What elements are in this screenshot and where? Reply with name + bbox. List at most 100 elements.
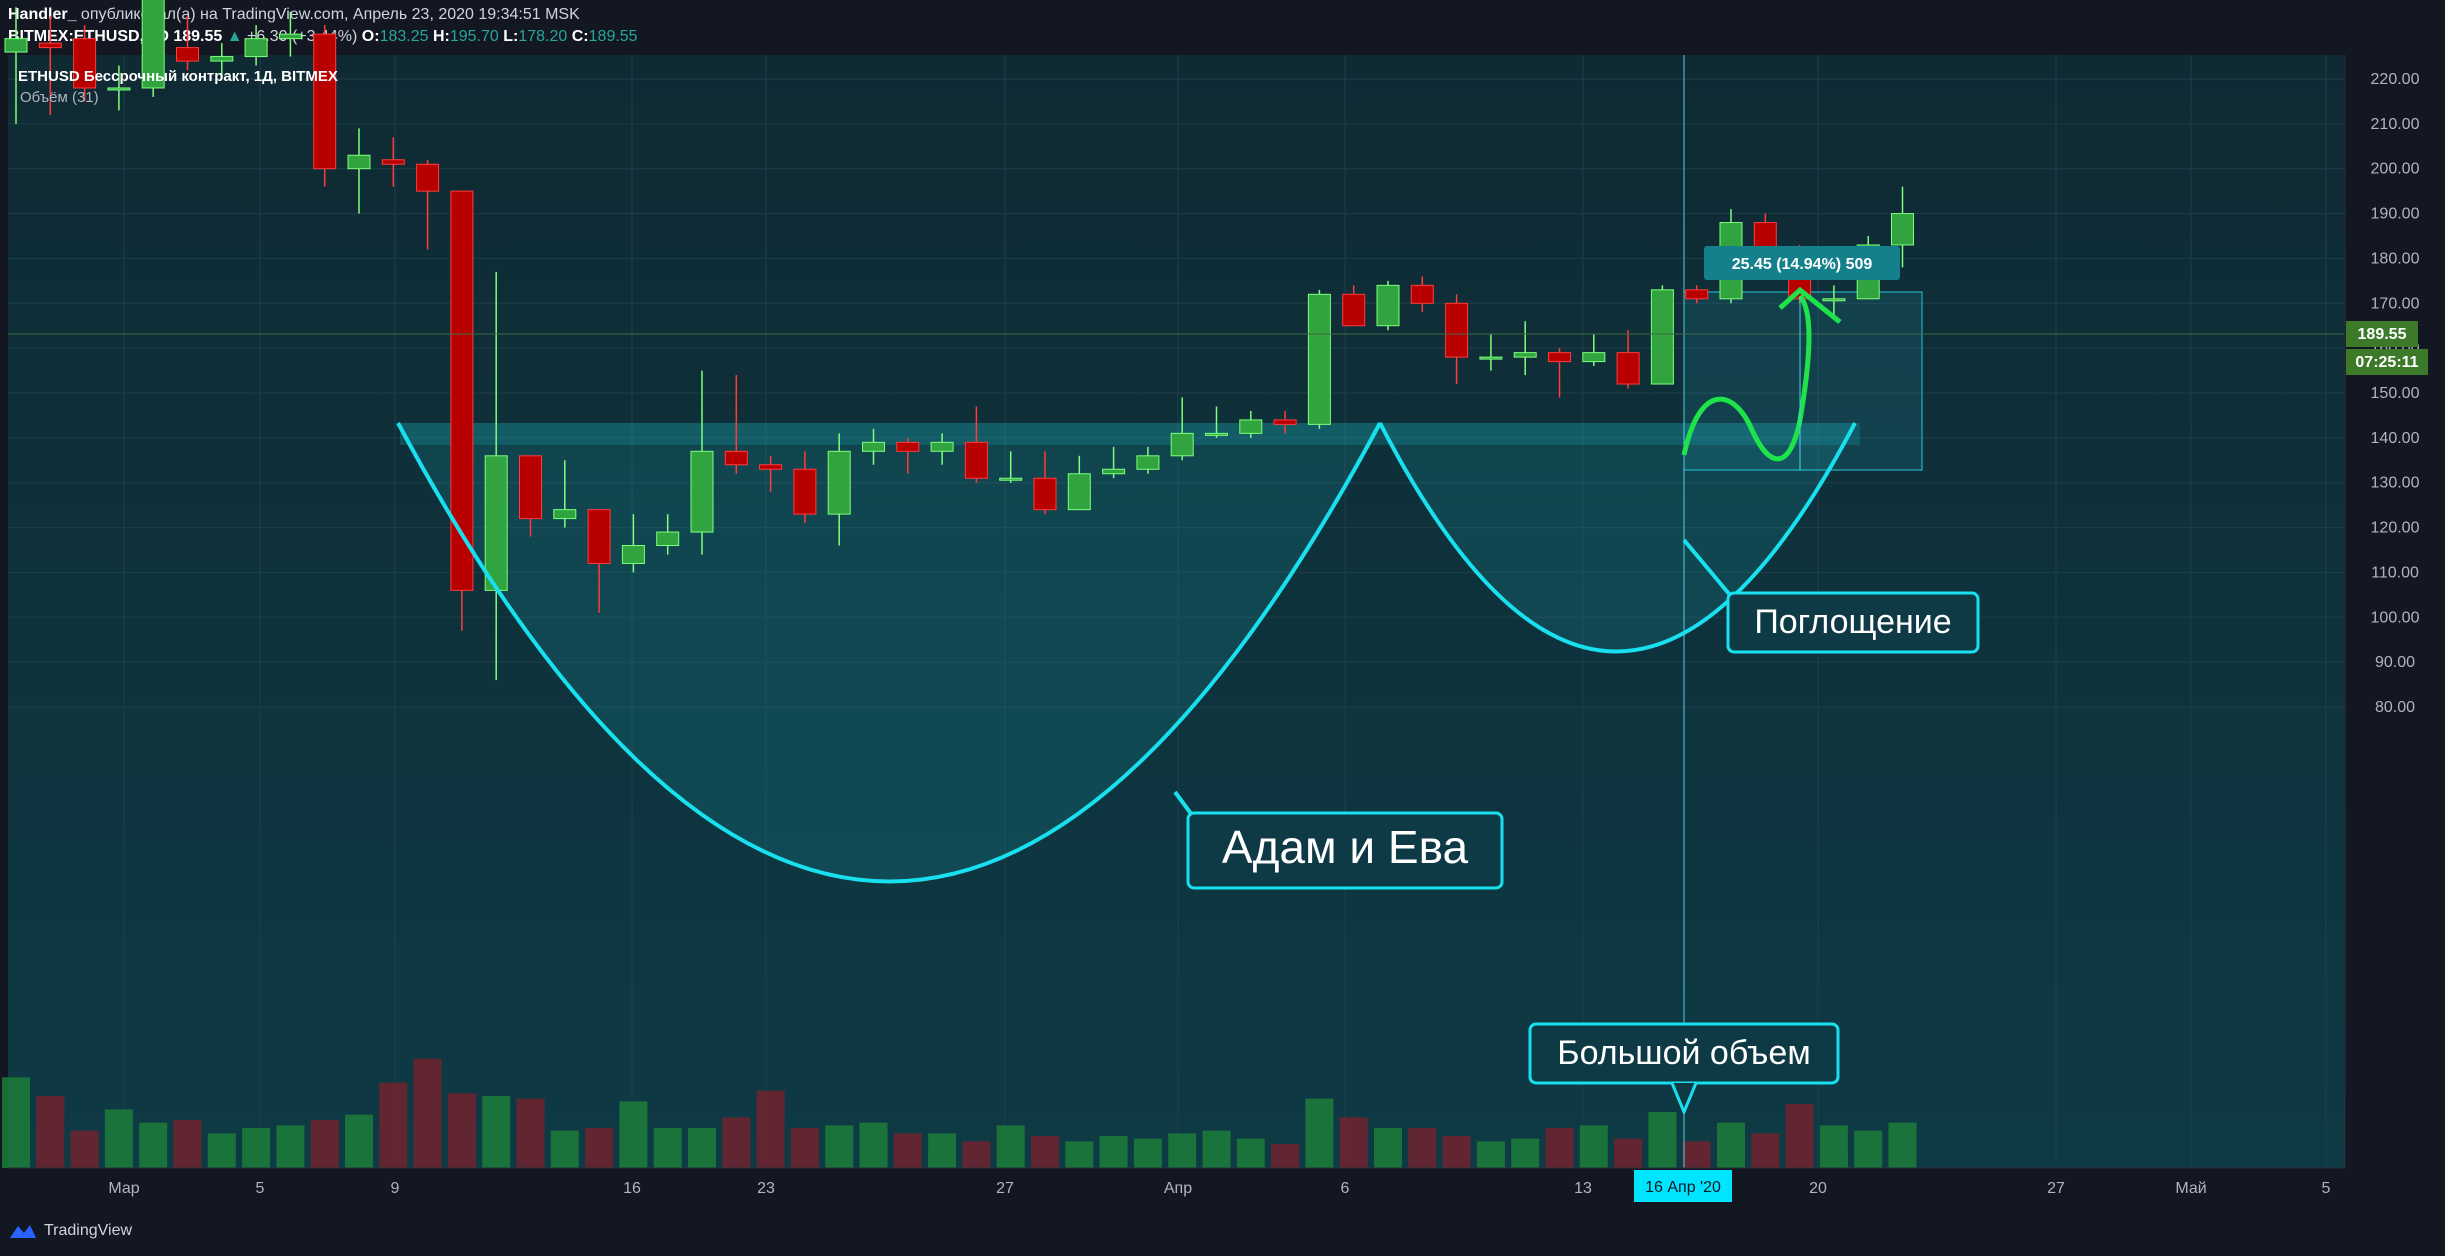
price-tick-label: 220.00 [2371, 71, 2420, 88]
volume-bar [550, 1130, 579, 1168]
candle-body [1239, 419, 1263, 434]
low-value: 178.20 [518, 28, 568, 45]
candle-body [1307, 293, 1331, 425]
candle-body [999, 477, 1023, 481]
footer-brand[interactable]: TradingView [44, 1222, 133, 1239]
candle-body [176, 47, 199, 62]
time-tick-label: 5 [2322, 1180, 2331, 1197]
time-tick-label: Мар [108, 1180, 139, 1197]
volume-bar [1751, 1133, 1780, 1168]
engulfing-callout-pointer [1682, 538, 1732, 597]
timer-tag: 07:25:11 [2355, 354, 2418, 371]
publish-line: Handler_ опубликовал(а) на TradingView.c… [8, 5, 580, 25]
time-tick-label: 5 [256, 1180, 265, 1197]
candle-body [450, 190, 474, 591]
price-tick-label: 140.00 [2371, 430, 2420, 447]
volume-bar [516, 1098, 545, 1168]
candle-body [313, 33, 337, 170]
measure-label: 25.45 (14.94%) 509 [1732, 256, 1873, 273]
volume-bar [139, 1122, 168, 1168]
candle-body [1548, 352, 1571, 363]
tradingview-logo-icon [10, 1225, 36, 1238]
legend-title: ETHUSD Бессрочный контракт, 1Д, BITMEX [18, 68, 338, 85]
volume-bar [104, 1109, 133, 1168]
volume-bar [1511, 1138, 1540, 1168]
volume-bar [173, 1120, 202, 1168]
time-tick-label: 23 [757, 1180, 775, 1197]
volume-bar [1339, 1117, 1368, 1168]
measure-box [1683, 291, 1923, 471]
candle-body [1479, 356, 1503, 360]
volume-bar [585, 1128, 614, 1168]
volume-bar [1065, 1141, 1094, 1168]
price-tick-label: 90.00 [2375, 654, 2415, 671]
volume-bar [653, 1128, 682, 1168]
price-axis [2345, 55, 2445, 1168]
volume-bar [310, 1120, 339, 1168]
forecast-arrow [1681, 294, 1812, 462]
time-axis [0, 1168, 2445, 1208]
candle-body [1650, 289, 1674, 385]
volume-bar [2, 1077, 30, 1168]
candle-body [793, 468, 817, 515]
volume-bar [1374, 1128, 1402, 1168]
candle-body [896, 441, 920, 452]
adam-eve-callout [1186, 811, 1504, 890]
volume-bar [1408, 1128, 1437, 1168]
time-tick-label: 20 [1809, 1180, 1827, 1197]
volume-bar [1442, 1136, 1471, 1168]
candle-body [621, 545, 645, 564]
publish-info: опубликовал(а) на TradingView.com, Апрел… [80, 6, 580, 23]
volume-bars [2, 1058, 1917, 1168]
candle-body [210, 56, 234, 62]
timer-tag-box [2346, 349, 2428, 375]
candle-body [656, 531, 680, 547]
candle-body [141, 0, 165, 89]
time-tick-label: 16 [623, 1180, 641, 1197]
candle-body [519, 455, 542, 520]
high-label: H: [432, 28, 450, 45]
candle-body [4, 38, 28, 53]
volume-label: Большой объем [1557, 1034, 1810, 1072]
footer: TradingView [8, 1222, 132, 1240]
volume-bar [1168, 1133, 1197, 1168]
volume-bar [928, 1133, 957, 1168]
volume-bar [1648, 1112, 1677, 1168]
volume-bar [1854, 1130, 1883, 1168]
candle-body [1376, 284, 1400, 327]
price-tick-label: 120.00 [2371, 520, 2420, 537]
volume-bar [722, 1117, 751, 1168]
volume-bar [1031, 1136, 1059, 1168]
candle-body [862, 441, 885, 452]
volume-bar [413, 1058, 442, 1168]
volume-bar [1888, 1122, 1917, 1168]
candle-body [827, 450, 851, 515]
volume-bar [447, 1093, 476, 1168]
engulfing-callout [1726, 591, 1980, 654]
price-tick-label: 200.00 [2371, 161, 2420, 178]
close-value: 189.55 [588, 28, 638, 45]
candle-body [759, 464, 783, 470]
price-tag-box [2346, 321, 2418, 347]
adam-eve-callout-pointer [1173, 790, 1194, 817]
price-tag: 189.55 [2358, 326, 2407, 343]
candle-body [1410, 284, 1434, 304]
candle-body [381, 159, 405, 165]
candle-body [278, 33, 302, 40]
candle-body [1205, 432, 1228, 436]
author-name[interactable]: Handler_ [8, 6, 77, 23]
volume-bar [893, 1133, 922, 1168]
time-tick-label: 6 [1341, 1180, 1350, 1197]
crosshair-date-box [1634, 1170, 1732, 1202]
candle-body [1616, 352, 1640, 385]
forecast-arrowhead [1778, 286, 1842, 324]
volume-bar [70, 1130, 99, 1168]
time-tick-label: 13 [1574, 1180, 1592, 1197]
volume-bar [1785, 1104, 1814, 1168]
candle-body [1513, 352, 1537, 358]
last-price: 189.55 [173, 28, 223, 45]
time-tick-label: 27 [2047, 1180, 2065, 1197]
candle-body [1102, 468, 1126, 475]
price-axis-ticks: 80.00 90.00 100.00 110.00 120.00 130.00 140.00… [2371, 71, 2420, 716]
